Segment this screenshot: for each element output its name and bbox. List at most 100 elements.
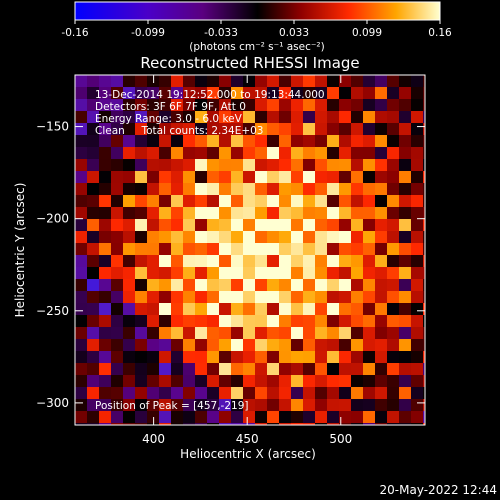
heatmap-cell [375, 375, 388, 388]
heatmap-cell [303, 87, 316, 100]
heatmap-cell [171, 111, 184, 124]
heatmap-cell [111, 399, 124, 412]
heatmap-cell [111, 75, 124, 88]
heatmap-cell [279, 255, 292, 268]
heatmap-cell [243, 135, 256, 148]
heatmap-cell [387, 399, 400, 412]
heatmap-cell [399, 315, 412, 328]
heatmap-cell [219, 303, 232, 316]
heatmap-cell [351, 303, 364, 316]
heatmap-cell [243, 315, 256, 328]
heatmap-cell [171, 87, 184, 100]
heatmap-cell [171, 243, 184, 256]
heatmap-cell [315, 219, 328, 232]
heatmap-cell [375, 267, 388, 280]
heatmap-cell [363, 147, 376, 160]
heatmap-cell [255, 75, 268, 88]
heatmap-cell [327, 159, 340, 172]
heatmap-cell [99, 339, 112, 352]
heatmap-cell [399, 159, 412, 172]
heatmap-cell [351, 327, 364, 340]
heatmap-cell [387, 255, 400, 268]
heatmap-cell [291, 231, 304, 244]
heatmap-cell [267, 315, 280, 328]
heatmap-cell [327, 267, 340, 280]
heatmap-cell [303, 375, 316, 388]
heatmap-cell [375, 99, 388, 112]
heatmap-cell [195, 231, 208, 244]
heatmap-cell [243, 231, 256, 244]
heatmap-cell [375, 291, 388, 304]
heatmap-cell [399, 339, 412, 352]
heatmap-cell [75, 315, 88, 328]
heatmap-cell [159, 315, 172, 328]
heatmap-cell [279, 171, 292, 184]
heatmap-cell [219, 315, 232, 328]
heatmap-cell [267, 303, 280, 316]
heatmap-cell [351, 255, 364, 268]
heatmap-cell [87, 207, 100, 220]
heatmap-cell [147, 351, 160, 364]
heatmap-cell [75, 99, 88, 112]
heatmap-cell [75, 375, 88, 388]
heatmap-cell [159, 303, 172, 316]
heatmap-cell [351, 195, 364, 208]
heatmap-cell [327, 87, 340, 100]
heatmap-cell [291, 279, 304, 292]
heatmap-cell [339, 303, 352, 316]
heatmap-cell [375, 315, 388, 328]
heatmap-cell [87, 363, 100, 376]
heatmap-cell [375, 255, 388, 268]
heatmap-cell [267, 387, 280, 400]
heatmap-image [75, 75, 425, 425]
y-tick-label: −250 [36, 304, 69, 318]
heatmap-cell [123, 351, 136, 364]
heatmap-cell [363, 411, 376, 424]
heatmap-cell [279, 123, 292, 136]
heatmap-cell [315, 255, 328, 268]
heatmap-cell [255, 159, 268, 172]
heatmap-cell [363, 351, 376, 364]
heatmap-cell [387, 99, 400, 112]
heatmap-cell [387, 375, 400, 388]
heatmap-cell [99, 159, 112, 172]
heatmap-cell [123, 411, 136, 424]
heatmap-cell [279, 159, 292, 172]
heatmap-cell [387, 147, 400, 160]
heatmap-cell [291, 255, 304, 268]
heatmap-cell [99, 387, 112, 400]
heatmap-cell [87, 243, 100, 256]
heatmap-cell [423, 387, 425, 400]
heatmap-cell [351, 183, 364, 196]
heatmap-cell [171, 315, 184, 328]
heatmap-cell [75, 255, 88, 268]
heatmap-cell [183, 111, 196, 124]
heatmap-cell [291, 411, 304, 424]
heatmap-cell [183, 303, 196, 316]
heatmap-cell [75, 339, 88, 352]
heatmap-cell [267, 279, 280, 292]
heatmap-cell [423, 135, 425, 148]
heatmap-cell [267, 243, 280, 256]
heatmap-cell [183, 267, 196, 280]
heatmap-cell [99, 411, 112, 424]
heatmap-cell [171, 123, 184, 136]
heatmap-cell [171, 147, 184, 160]
colorbar-tick-label: -0.16 [61, 27, 88, 39]
heatmap-cell [243, 183, 256, 196]
heatmap-cell [387, 195, 400, 208]
heatmap-cell [219, 159, 232, 172]
heatmap-cell [75, 195, 88, 208]
heatmap-cell [315, 87, 328, 100]
heatmap-cell [351, 219, 364, 232]
heatmap-cell [159, 219, 172, 232]
heatmap-cell [279, 315, 292, 328]
heatmap-cell [279, 87, 292, 100]
heatmap-cell [123, 279, 136, 292]
heatmap-cell [147, 327, 160, 340]
heatmap-cell [339, 207, 352, 220]
heatmap-cell [159, 363, 172, 376]
heatmap-cell [255, 183, 268, 196]
heatmap-cell [111, 123, 124, 136]
heatmap-cell [231, 171, 244, 184]
